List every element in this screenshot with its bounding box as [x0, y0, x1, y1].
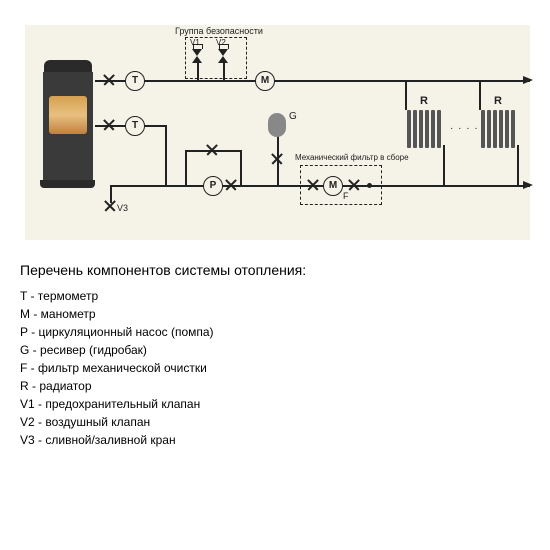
legend-item: V3 - сливной/заливной кран	[20, 431, 306, 449]
arrow-supply	[523, 76, 533, 84]
radiator-2	[481, 110, 519, 148]
legend-item: R - радиатор	[20, 377, 306, 395]
label-g: G	[289, 111, 297, 122]
label-v2: V2	[216, 38, 226, 47]
valve-filter-1	[307, 179, 319, 191]
thermometer-top: T	[125, 71, 145, 91]
legend-item: P - циркуляционный насос (помпа)	[20, 323, 306, 341]
legend-item: G - ресивер (гидробак)	[20, 341, 306, 359]
legend: Перечень компонентов системы отопления: …	[20, 260, 306, 449]
valve-tank	[271, 153, 283, 165]
label-v3: V3	[117, 203, 128, 213]
arrow-return	[523, 181, 533, 189]
valve-return	[103, 119, 115, 131]
legend-title: Перечень компонентов системы отопления:	[20, 260, 306, 281]
legend-item: V1 - предохранительный клапан	[20, 395, 306, 413]
filter-dot	[367, 183, 372, 188]
valve-pump-out	[225, 179, 237, 191]
valve-v2	[217, 49, 229, 65]
label-v1: V1	[190, 38, 200, 47]
safety-group-label: Группа безопасности	[175, 26, 263, 36]
pipe-supply	[95, 80, 530, 82]
radiator-1	[407, 110, 445, 148]
filter-label: Механический фильтр в сборе	[295, 153, 409, 162]
valve-filter-2	[348, 179, 360, 191]
heating-diagram: T Группа безопасности V1 V2 M T V3 P G М…	[25, 25, 530, 240]
label-r2: R	[494, 95, 502, 107]
legend-item: T - термометр	[20, 287, 306, 305]
label-r1: R	[420, 95, 428, 107]
label-f: F	[343, 191, 349, 201]
thermometer-return: T	[125, 116, 145, 136]
valve-v3	[104, 200, 116, 212]
expansion-tank	[268, 113, 286, 137]
legend-item: F - фильтр механической очистки	[20, 359, 306, 377]
manometer-top: M	[255, 71, 275, 91]
valve-supply	[103, 74, 115, 86]
valve-bypass	[206, 144, 218, 156]
manometer-filter: M	[323, 176, 343, 196]
legend-item: M - манометр	[20, 305, 306, 323]
legend-item: V2 - воздушный клапан	[20, 413, 306, 431]
stove-image	[40, 60, 95, 190]
pump: P	[203, 176, 223, 196]
valve-v1	[191, 49, 203, 65]
